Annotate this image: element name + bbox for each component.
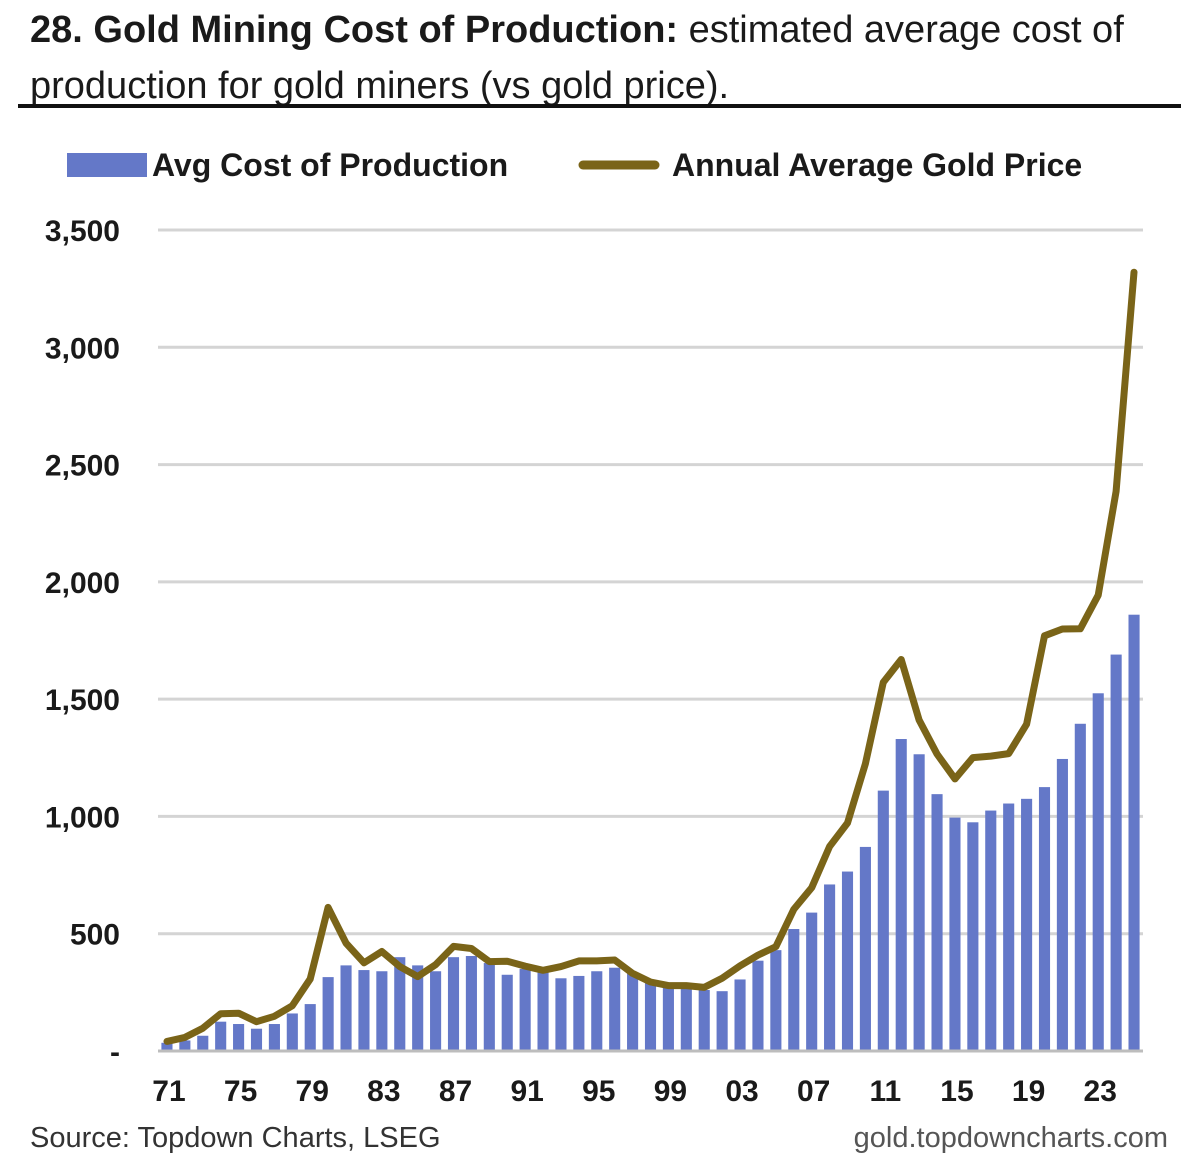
cost-bar xyxy=(501,974,513,1051)
x-tick-label: 07 xyxy=(797,1075,830,1108)
legend-swatch-cost xyxy=(67,153,147,177)
chart-title-bold: 28. Gold Mining Cost of Production: xyxy=(30,9,679,51)
cost-bar xyxy=(931,794,943,1051)
cost-bar xyxy=(841,871,854,1051)
cost-bar xyxy=(161,1042,173,1051)
cost-bar xyxy=(215,1021,227,1051)
y-tick-label: 3,000 xyxy=(45,332,120,365)
cost-bar xyxy=(1003,803,1015,1051)
cost-bar xyxy=(483,963,495,1051)
cost-bar xyxy=(824,884,836,1051)
y-tick-label: 2,500 xyxy=(45,450,120,483)
x-tick-label: 75 xyxy=(224,1075,257,1108)
cost-bar xyxy=(770,950,782,1051)
chart-title-rest: estimated average cost of production for… xyxy=(30,9,1124,107)
cost-bar xyxy=(644,982,657,1051)
cost-bar xyxy=(985,810,997,1051)
cost-bar xyxy=(268,1024,280,1051)
y-tick-label: - xyxy=(110,1036,120,1069)
cost-bar xyxy=(859,846,871,1051)
x-tick-label: 79 xyxy=(296,1075,329,1108)
x-tick-label: 15 xyxy=(940,1075,973,1108)
cost-bar xyxy=(734,979,746,1051)
x-tick-label: 71 xyxy=(152,1075,185,1108)
y-tick-label: 500 xyxy=(70,919,120,952)
cost-bar xyxy=(233,1024,245,1051)
cost-bar xyxy=(555,978,567,1051)
legend-label-price: Annual Average Gold Price xyxy=(672,147,1082,183)
cost-bar xyxy=(430,971,442,1051)
cost-bar xyxy=(1110,654,1122,1051)
cost-bar xyxy=(197,1035,209,1051)
cost-bar xyxy=(698,990,710,1051)
cost-bar xyxy=(716,991,728,1051)
grid-lines xyxy=(158,228,1143,936)
cost-bar xyxy=(340,965,352,1051)
cost-bar xyxy=(394,957,406,1051)
x-tick-label: 11 xyxy=(869,1075,901,1108)
cost-bar xyxy=(465,955,477,1051)
legend-label-cost: Avg Cost of Production xyxy=(152,147,508,183)
x-tick-label: 83 xyxy=(367,1075,400,1108)
cost-bar xyxy=(913,754,925,1051)
cost-bar xyxy=(1128,614,1140,1051)
y-tick-label: 1,500 xyxy=(45,684,120,717)
cost-bar xyxy=(519,968,531,1051)
cost-bar xyxy=(376,971,388,1051)
cost-bar xyxy=(895,739,907,1051)
cost-bar xyxy=(322,977,334,1051)
x-tick-label: 99 xyxy=(654,1075,687,1108)
cost-bar xyxy=(537,970,549,1051)
cost-bar xyxy=(1074,723,1086,1051)
x-tick-label: 23 xyxy=(1084,1075,1117,1108)
source-note: Source: Topdown Charts, LSEG xyxy=(30,1122,441,1154)
y-tick-label: 3,500 xyxy=(45,215,120,248)
title-divider xyxy=(18,104,1181,108)
cost-bar xyxy=(662,986,674,1051)
y-tick-label: 1,000 xyxy=(45,801,120,834)
cost-bar xyxy=(627,973,639,1051)
cost-bar xyxy=(752,960,764,1051)
x-tick-label: 91 xyxy=(510,1075,543,1108)
cost-bar xyxy=(286,1013,298,1051)
cost-bar xyxy=(967,822,979,1051)
chart-title: 28. Gold Mining Cost of Production: esti… xyxy=(30,2,1180,114)
x-axis-ticks: 71 75 79 83 87 91 95 99 03 07 11 15 19 23 xyxy=(152,1075,1117,1108)
x-tick-label: 87 xyxy=(439,1075,472,1108)
y-tick-label: 2,000 xyxy=(45,567,120,600)
cost-bar xyxy=(1092,693,1104,1051)
cost-bar xyxy=(788,929,800,1051)
cost-bar xyxy=(591,971,603,1051)
cost-bar xyxy=(1038,787,1051,1051)
cost-bar xyxy=(358,970,370,1051)
cost-bar xyxy=(877,790,889,1051)
website-credit: gold.topdowncharts.com xyxy=(853,1122,1168,1154)
cost-bar xyxy=(609,967,621,1051)
gold-price-line xyxy=(163,268,1138,1045)
cost-bar xyxy=(179,1040,191,1051)
cost-bar xyxy=(447,957,460,1051)
cost-bars xyxy=(161,614,1140,1051)
x-tick-label: 95 xyxy=(582,1075,615,1108)
cost-bar xyxy=(412,965,424,1051)
cost-bar xyxy=(1056,758,1068,1051)
cost-bar xyxy=(573,975,585,1051)
x-tick-label: 03 xyxy=(725,1075,758,1108)
legend: Avg Cost of Production Annual Average Go… xyxy=(67,147,1082,183)
x-tick-label: 19 xyxy=(1012,1075,1045,1108)
cost-bar xyxy=(680,988,692,1051)
cost-bar xyxy=(1021,798,1033,1051)
cost-bar xyxy=(250,1028,263,1051)
y-axis-ticks: - 500 1,000 1,500 2,000 2,500 3,000 3,500 xyxy=(45,215,120,1069)
cost-bar xyxy=(949,817,961,1051)
cost-bar xyxy=(806,912,818,1051)
cost-bar xyxy=(304,1004,316,1051)
gold-price-series-line xyxy=(163,268,1138,1045)
